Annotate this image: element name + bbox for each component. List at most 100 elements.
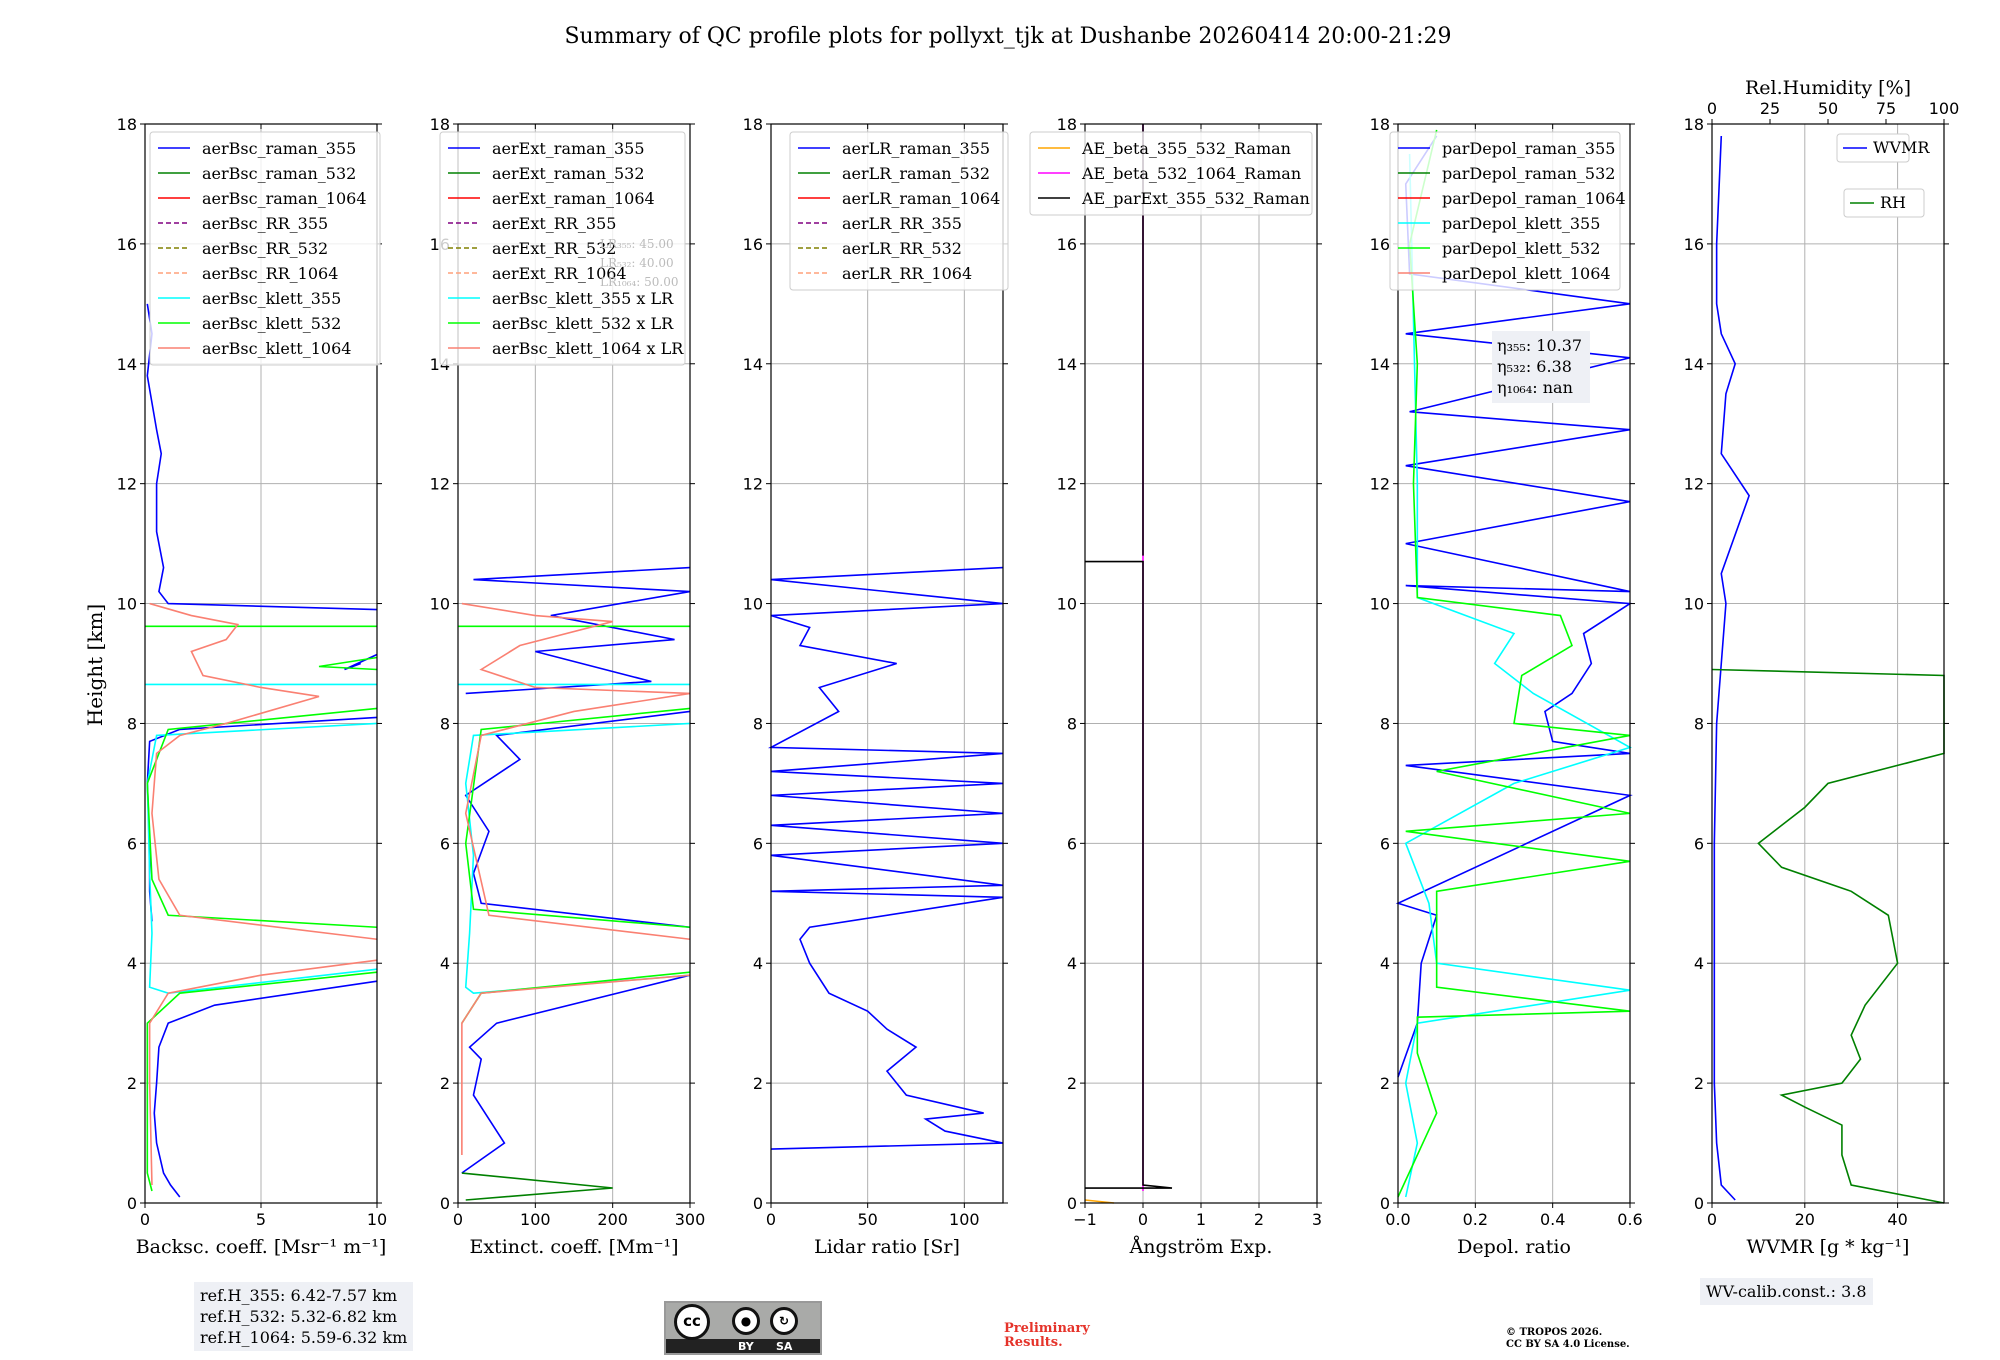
legend-label: aerExt_raman_532 (492, 164, 645, 183)
y-tick-label: 10 (743, 595, 763, 614)
preliminary-line-2: Results. (1004, 1335, 1063, 1350)
y-tick-label: 16 (1684, 235, 1704, 254)
series-line-aerBsc_klett_532 (146, 971, 378, 1192)
wv-calib-const: WV-calib.const.: 3.8 (1706, 1282, 1867, 1301)
y-tick-label: 14 (117, 355, 137, 374)
legend-label: parDepol_klett_532 (1442, 239, 1600, 258)
y-tick-label: 0 (753, 1194, 763, 1213)
x-tick-label: −1 (1073, 1210, 1097, 1229)
x-tick-label: 0 (1138, 1210, 1148, 1229)
x-axis-label: Ångström Exp. (1129, 1236, 1273, 1258)
panel-bsc: 0 2 4 6 8 10 12 14 16 18 0 5 10 Backsc. coeff. [Msr⁻¹… (117, 115, 388, 1258)
legend-label: aerBsc_klett_1064 (202, 339, 351, 358)
x-tick-label: 2 (1254, 1210, 1264, 1229)
panel-lr: 0 2 4 6 8 10 12 14 16 18 0 50 100 Lidar ratio [Sr] aer… (743, 115, 1009, 1258)
x-axis-label: Extinct. coeff. [Mm⁻¹] (469, 1236, 678, 1258)
y-tick-label: 8 (1380, 714, 1390, 733)
y-tick-label: 0 (1067, 1194, 1077, 1213)
series-line-aerBsc_klett_355 x LR (464, 722, 691, 995)
cc-license-badge: cc ● ↻ BY SA (664, 1301, 822, 1355)
copyright-line-1: © TROPOS 2026. (1506, 1327, 1603, 1338)
y-tick-label: 18 (117, 115, 137, 134)
x-tick-label: 0.4 (1540, 1210, 1565, 1229)
y-tick-label: 6 (1694, 834, 1704, 853)
y-tick-label: 16 (1370, 235, 1390, 254)
legend-label: aerBsc_klett_532 x LR (492, 314, 674, 333)
y-tick-label: 18 (1057, 115, 1077, 134)
y-tick-label: 10 (1684, 595, 1704, 614)
legend-label: aerLR_RR_355 (842, 214, 962, 233)
legend-box (1029, 131, 1313, 216)
y-tick-label: 10 (1057, 595, 1077, 614)
series-line-aerBsc_raman_355 (146, 303, 378, 611)
legend-label: parDepol_klett_355 (1442, 214, 1600, 233)
legend-label: aerBsc_RR_355 (202, 214, 328, 233)
y-tick-label: 0 (127, 1194, 137, 1213)
y-tick-label: 6 (1067, 834, 1077, 853)
y-tick-label: 10 (1370, 595, 1390, 614)
x2-tick-label: 25 (1760, 99, 1780, 118)
panel-depol: 0 2 4 6 8 10 12 14 16 18 0.0 0.2 0.4 0.6 Depol. ratio p… (1370, 115, 1643, 1258)
legend-box (789, 131, 1009, 291)
legend-label: parDepol_raman_355 (1442, 139, 1615, 158)
y-tick-label: 12 (117, 475, 137, 494)
y-tick-label: 14 (1684, 355, 1704, 374)
x2-tick-label: 50 (1818, 99, 1838, 118)
y-tick-label: 12 (1684, 475, 1704, 494)
x-axis-label: Backsc. coeff. [Msr⁻¹ m⁻¹] (136, 1236, 387, 1258)
axes-frame (1397, 123, 1631, 1204)
y-tick-label: 8 (127, 714, 137, 733)
y-tick-label: 16 (117, 235, 137, 254)
legend-label: aerBsc_klett_355 x LR (492, 289, 674, 308)
axes-frame (1711, 123, 1945, 1204)
y-tick-label: 10 (117, 595, 137, 614)
y-tick-label: 12 (743, 475, 763, 494)
y-tick-label: 8 (1067, 714, 1077, 733)
y-tick-label: 14 (743, 355, 763, 374)
legend-label: aerBsc_raman_1064 (202, 189, 367, 208)
y-tick-label: 4 (753, 954, 763, 973)
eta-annotation: η₅₃₂: 6.38 (1497, 357, 1572, 376)
y-tick-label: 2 (1067, 1074, 1077, 1093)
series-line-aerBsc_klett_355 (146, 722, 378, 995)
y-tick-label: 4 (1067, 954, 1077, 973)
legend-label: aerLR_RR_532 (842, 239, 962, 258)
y-tick-label: 16 (743, 235, 763, 254)
lr-annotation: LR₅₃₂: 40.00 (600, 256, 674, 270)
series-line-aerBsc_klett_1064 x LR (461, 602, 691, 941)
x2-tick-label: 100 (1929, 99, 1960, 118)
legend-label: aerExt_RR_532 (492, 239, 616, 258)
x-tick-label: 100 (520, 1210, 551, 1229)
legend-box (1836, 133, 1910, 163)
legend-label: AE_beta_355_532_Raman (1081, 139, 1291, 158)
x-tick-label: 20 (1795, 1210, 1815, 1229)
series-line-aerBsc_klett_1064 x LR (461, 974, 691, 1156)
y-tick-label: 0 (1694, 1194, 1704, 1213)
series-line-aerExt_raman_355 (461, 974, 691, 1174)
y-tick-label: 2 (127, 1074, 137, 1093)
y-tick-label: 10 (430, 595, 450, 614)
y-tick-label: 0 (1380, 1194, 1390, 1213)
x-tick-label: 1 (1196, 1210, 1206, 1229)
y-tick-label: 4 (1694, 954, 1704, 973)
x-tick-label: 0 (453, 1210, 463, 1229)
y-tick-label: 2 (1694, 1074, 1704, 1093)
legend-label: parDepol_raman_1064 (1442, 189, 1626, 208)
x-tick-label: 10 (367, 1210, 387, 1229)
x-tick-label: 40 (1887, 1210, 1907, 1229)
lr-annotation: LR₁₀₆₄: 50.00 (600, 275, 678, 289)
series-line-aerBsc_klett_1064 (148, 959, 378, 1186)
wv-calibration-box: WV-calib.const.: 3.8 (1700, 1278, 1873, 1305)
sa-share-icon: ↻ (770, 1307, 798, 1335)
x-tick-label: 100 (949, 1210, 980, 1229)
x-tick-label: 200 (597, 1210, 628, 1229)
series-line-aerExt_raman_355 (464, 710, 691, 929)
legend-label: aerBsc_raman_355 (202, 139, 356, 158)
series-line-aerBsc_klett_532 x LR (464, 707, 691, 929)
x-tick-label: 0.2 (1463, 1210, 1488, 1229)
series-line-parDepol_klett_532 (1397, 129, 1631, 1198)
legend-label: AE_beta_532_1064_Raman (1081, 164, 1301, 183)
series-line-RH (1711, 668, 1945, 1204)
